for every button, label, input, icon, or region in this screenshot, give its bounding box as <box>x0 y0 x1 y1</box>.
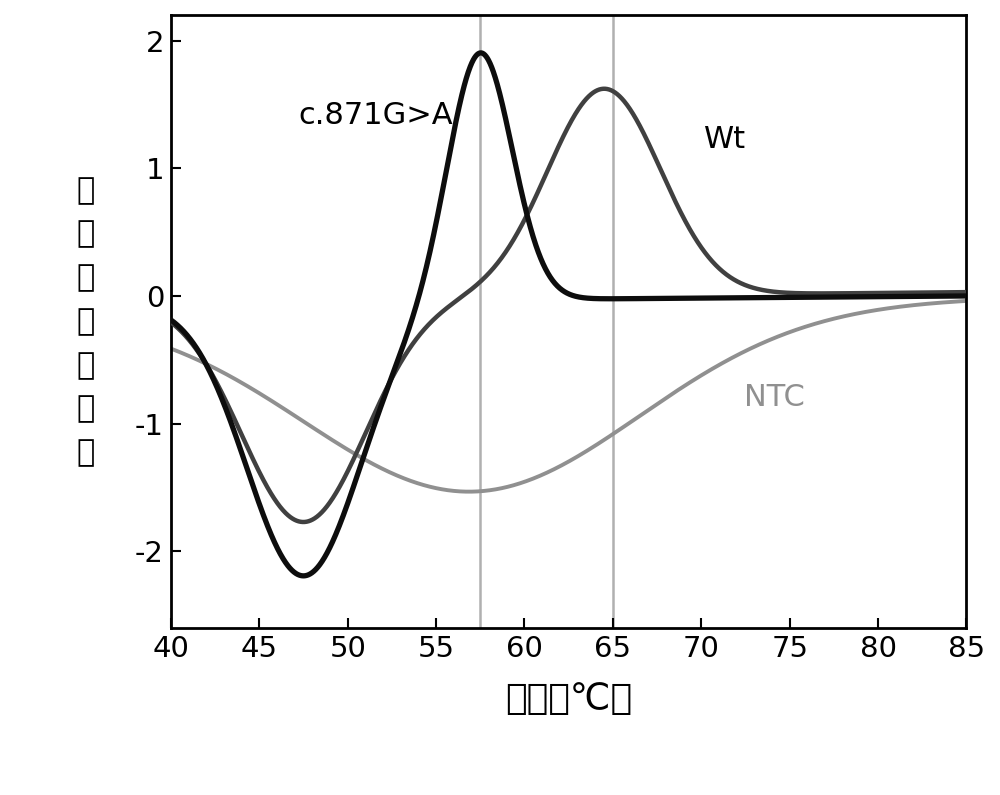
Text: NTC: NTC <box>744 383 805 412</box>
X-axis label: 温度（℃）: 温度（℃） <box>505 682 632 716</box>
Text: 荧: 荧 <box>77 176 95 205</box>
Text: 倒: 倒 <box>77 351 95 380</box>
Text: 号: 号 <box>77 307 95 336</box>
Text: Wt: Wt <box>704 126 746 154</box>
Text: 数: 数 <box>77 394 95 424</box>
Text: c.871G>A: c.871G>A <box>298 101 453 130</box>
Text: 值: 值 <box>77 438 95 467</box>
Text: 光: 光 <box>77 219 95 249</box>
Text: 信: 信 <box>77 263 95 293</box>
